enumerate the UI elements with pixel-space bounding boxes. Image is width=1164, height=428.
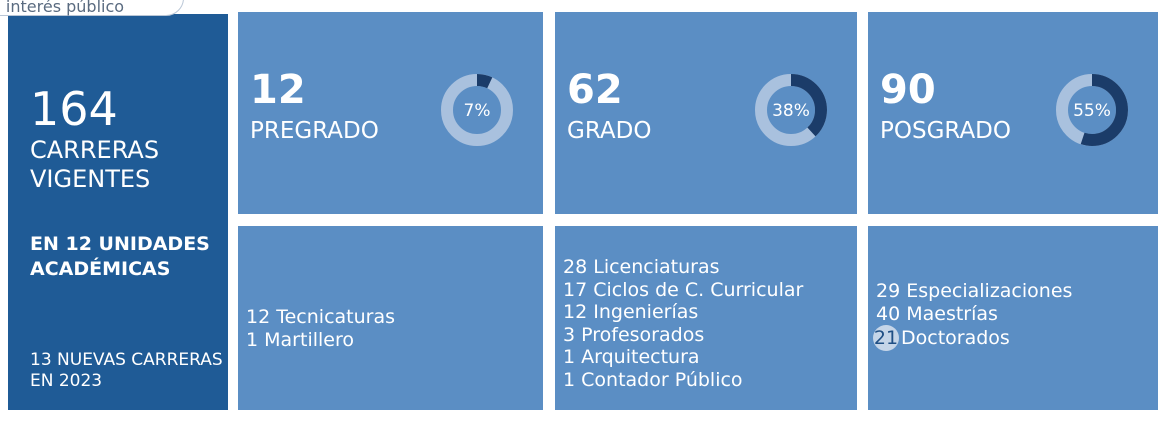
news: 13 NUEVAS CARRERAS EN 2023 (30, 350, 223, 391)
detail-count: 21 (873, 325, 899, 351)
details: 29 Especializaciones 40 Maestrías 21 Doctor… (873, 280, 1072, 351)
detail-count: 1 (246, 328, 259, 351)
detail-name: Martillero (264, 328, 354, 351)
detail-row: 3 Profesorados (563, 324, 803, 347)
detail-count: 29 (876, 280, 901, 302)
detail-count: 40 (876, 302, 901, 325)
detail-row: 29 Especializaciones (876, 280, 1072, 303)
detail-name: Doctorados (901, 327, 1010, 349)
details-card: 29 Especializaciones 40 Maestrías 21 Doctor… (868, 226, 1158, 410)
detail-count: 28 (563, 256, 588, 278)
detail-name: Especializaciones (906, 280, 1073, 302)
detail-row: 40 Maestrías (876, 303, 1072, 326)
detail-row: 12 Ingenierías (563, 301, 803, 324)
tab: e interés público (0, 0, 184, 16)
detail-name: Arquitectura (581, 346, 700, 368)
detail-count: 1 (563, 368, 576, 391)
donut-arc (755, 74, 827, 146)
detail-count: 12 (563, 301, 588, 323)
donut: 7% (441, 74, 513, 146)
summary-title: CARRERAS VIGENTES (30, 136, 160, 193)
label: PREGRADO (250, 118, 379, 144)
detail-name: Licenciaturas (593, 256, 720, 278)
donut: 38% (755, 74, 827, 146)
detail-name: Ciclos de C. Curricular (593, 278, 804, 301)
total: 164 (30, 82, 118, 136)
detail-name: Profesorados (581, 323, 705, 346)
donut-arc (441, 74, 513, 146)
detail-name: Maestrías (906, 302, 998, 325)
units: EN 12 UNIDADES ACADÉMICAS (30, 233, 210, 280)
category-card: 62 GRADO 38% (555, 12, 857, 214)
details: 12 Tecnicaturas 1 Martillero (246, 306, 395, 351)
detail-name: Tecnicaturas (276, 306, 396, 328)
donut-arc (1056, 74, 1128, 146)
summary-panel: 164 CARRERAS VIGENTES EN 12 UNIDADES ACA… (8, 14, 228, 410)
donut: 55% (1056, 74, 1128, 146)
detail-count: 17 (563, 278, 588, 301)
detail-count: 12 (246, 306, 271, 328)
detail-row: 12 Tecnicaturas (246, 306, 395, 329)
label: POSGRADO (880, 118, 1011, 144)
details-card: 28 Licenciaturas 17 Ciclos de C. Curricul… (555, 226, 857, 410)
percent-label: 38% (772, 101, 810, 121)
category-card: 12 PREGRADO 7% (238, 12, 543, 214)
detail-count: 3 (563, 323, 576, 346)
count: 62 (567, 67, 623, 113)
detail-row: 1 Contador Público (563, 369, 803, 392)
percent-label: 55% (1073, 101, 1111, 121)
percent-label: 7% (464, 101, 491, 121)
detail-row: 1 Arquitectura (563, 346, 803, 369)
detail-row: 28 Licenciaturas (563, 256, 803, 279)
label: GRADO (567, 118, 652, 144)
category-card: 90 POSGRADO 55% (868, 12, 1158, 214)
count: 12 (250, 67, 306, 113)
details-card: 12 Tecnicaturas 1 Martillero (238, 226, 543, 410)
detail-name: Ingenierías (593, 301, 699, 323)
details: 28 Licenciaturas 17 Ciclos de C. Curricul… (563, 256, 803, 391)
count: 90 (880, 67, 936, 113)
detail-row: 1 Martillero (246, 329, 395, 352)
detail-row: 21 Doctorados (873, 325, 1072, 351)
detail-row: 17 Ciclos de C. Curricular (563, 279, 803, 302)
detail-name: Contador Público (581, 368, 743, 391)
detail-count: 1 (563, 346, 576, 368)
